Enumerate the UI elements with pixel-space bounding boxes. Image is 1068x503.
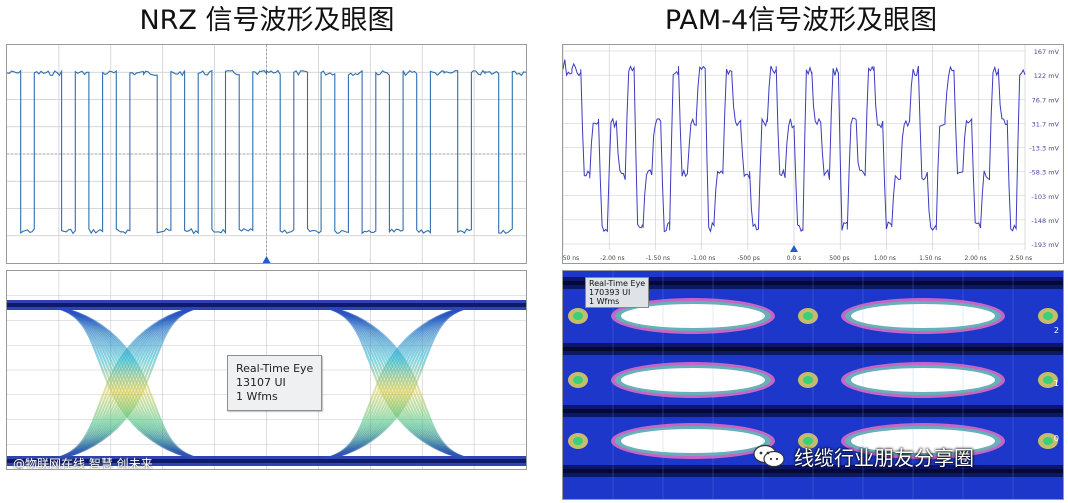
eye-crossing-core [573, 376, 583, 384]
eye-rail-core [7, 459, 526, 463]
y-tick-label: 1 [1054, 379, 1059, 388]
eye-crossing-core [803, 376, 813, 384]
pam4-title: PAM-4信号波形及眼图 [664, 5, 938, 36]
y-tick-label: 122 mV [1034, 72, 1060, 80]
trigger-marker [262, 256, 271, 263]
pam4-waveform-panel: 167 mV 122 mV 76.7 mV 31.7 mV -13.3 mV -58.3 … [562, 44, 1064, 264]
eye-opening [621, 368, 765, 392]
eye-info-line: 1 Wfms [589, 297, 620, 306]
x-tick-label: 500 ps [829, 255, 849, 262]
y-tick-label: -103 mV [1031, 193, 1059, 201]
x-tick-label: 2.50 ns [1010, 255, 1032, 262]
nrz-signal-trace [7, 69, 526, 235]
eye-info-line: Real-Time Eye [589, 279, 646, 288]
eye-crossing-core [573, 437, 583, 445]
brand-text: 线缆行业朋友分享圈 [794, 445, 974, 470]
nrz-title: NRZ 信号波形及眼图 [139, 5, 395, 36]
eye-crossing-core [1043, 437, 1053, 445]
y-tick-label: 0 [1054, 434, 1059, 443]
pam4-eye-info-box: Real-Time Eye 170393 UI 1 Wfms [585, 277, 650, 308]
x-tick-label: -2.50 ns [563, 255, 579, 262]
y-tick-label: 76.7 mV [1032, 96, 1060, 104]
x-tick-label: 0.0 s [787, 255, 802, 262]
eye-info-line: 1 Wfms [236, 390, 278, 403]
wechat-icon [753, 444, 785, 468]
y-tick-label: -193 mV [1031, 241, 1059, 249]
nrz-waveform-chart [7, 45, 526, 263]
x-tick-label: 1.00 ns [874, 255, 896, 262]
x-tick-label: -1.50 ns [646, 255, 670, 262]
x-tick-label: -1.00 ns [691, 255, 715, 262]
eye-info-line: 13107 UI [236, 376, 286, 389]
y-tick-label: -13.3 mV [1029, 145, 1059, 153]
pam4-signal-trace [563, 59, 1026, 234]
trigger-marker [790, 245, 798, 252]
y-tick-label: -58.3 mV [1029, 169, 1059, 177]
eye-opening [621, 429, 765, 453]
eye-info-line: 170393 UI [589, 288, 631, 297]
eye-crossing-trace [301, 303, 493, 463]
pam4-eye-panel: 2 1 0 Real-Time Eye 170393 UI 1 Wfms [562, 270, 1064, 500]
x-tick-label: -500 ps [737, 255, 759, 262]
eye-opening [851, 429, 995, 453]
nrz-eye-info-box: Real-Time Eye 13107 UI 1 Wfms [227, 355, 323, 411]
eye-crossing-trace [31, 303, 223, 463]
nrz-eye-diagram [7, 271, 526, 469]
y-tick-label: 2 [1054, 326, 1059, 335]
eye-crossing-core [803, 437, 813, 445]
pam4-waveform-chart: 167 mV 122 mV 76.7 mV 31.7 mV -13.3 mV -58.3 … [563, 45, 1060, 262]
eye-rail-core [7, 303, 526, 307]
eye-crossing-core [573, 312, 583, 320]
eye-opening [851, 368, 995, 392]
eye-opening [621, 304, 765, 328]
eye-crossing-trace [31, 303, 223, 463]
eye-crossing-core [803, 312, 813, 320]
brand-badge: 线缆行业朋友分享圈 [752, 441, 974, 471]
watermark-text: @物联网在线 智慧 创未来 [13, 457, 153, 470]
y-tick-label: -148 mV [1031, 217, 1059, 225]
x-tick-label: 1.50 ns [919, 255, 941, 262]
pam4-eye-diagram: 2 1 0 [563, 271, 1063, 499]
eye-info-line: Real-Time Eye [236, 362, 314, 375]
nrz-waveform-panel [6, 44, 527, 264]
eye-crossing-core [1043, 376, 1053, 384]
eye-crossing-core [1043, 312, 1053, 320]
eye-crossing-trace [301, 303, 493, 463]
x-tick-label: -2.00 ns [600, 255, 624, 262]
y-tick-label: 167 mV [1034, 48, 1060, 56]
nrz-eye-panel: Real-Time Eye 13107 UI 1 Wfms @物联网在线 智慧 … [6, 270, 527, 470]
x-tick-label: 2.00 ns [964, 255, 986, 262]
y-tick-label: 31.7 mV [1032, 120, 1060, 128]
eye-opening [851, 304, 995, 328]
